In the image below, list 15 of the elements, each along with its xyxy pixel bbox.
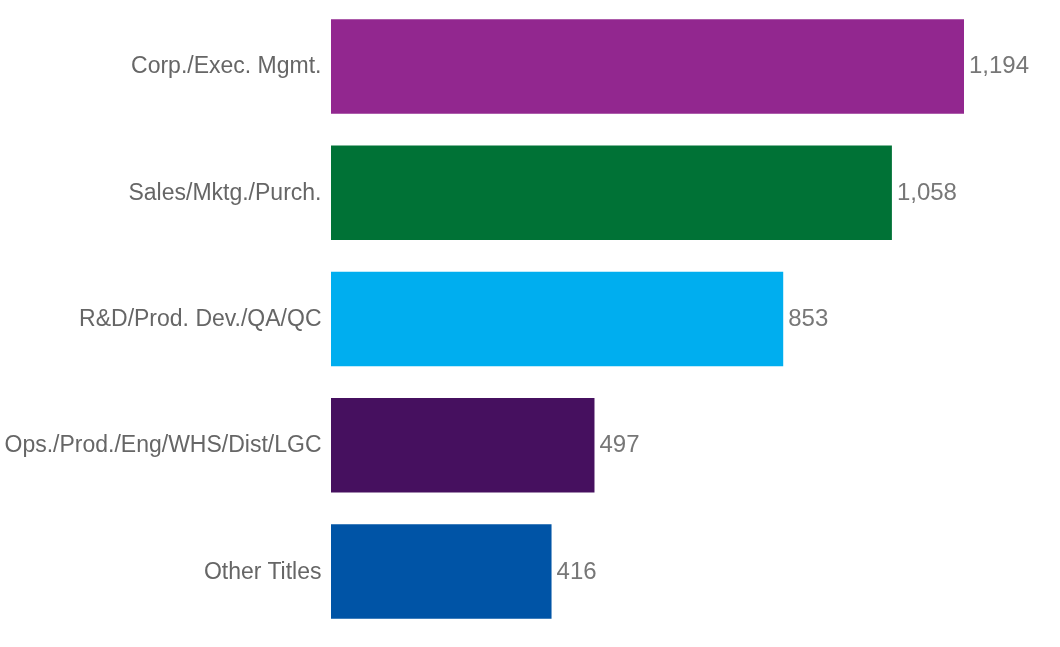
- data-label: 1,194: [969, 51, 1030, 79]
- bar: [331, 397, 595, 493]
- y-tick-label: Other Titles: [203, 557, 322, 584]
- bar: [331, 145, 892, 241]
- data-label: 1,058: [896, 177, 957, 205]
- data-label: 853: [788, 304, 829, 331]
- bar: [331, 524, 552, 619]
- data-label: 497: [599, 430, 640, 458]
- y-tick-label: Sales/Mktg./Purch.: [128, 178, 322, 205]
- bar: [331, 19, 964, 114]
- bar: [331, 271, 784, 367]
- data-label: 416: [556, 556, 597, 584]
- y-tick-label: Ops./Prod./Eng/WHS/Dist/LGC: [4, 431, 322, 458]
- y-tick-label: Corp./Exec. Mgmt.: [131, 52, 322, 79]
- y-tick-label: R&D/Prod. Dev./QA/QC: [79, 305, 322, 331]
